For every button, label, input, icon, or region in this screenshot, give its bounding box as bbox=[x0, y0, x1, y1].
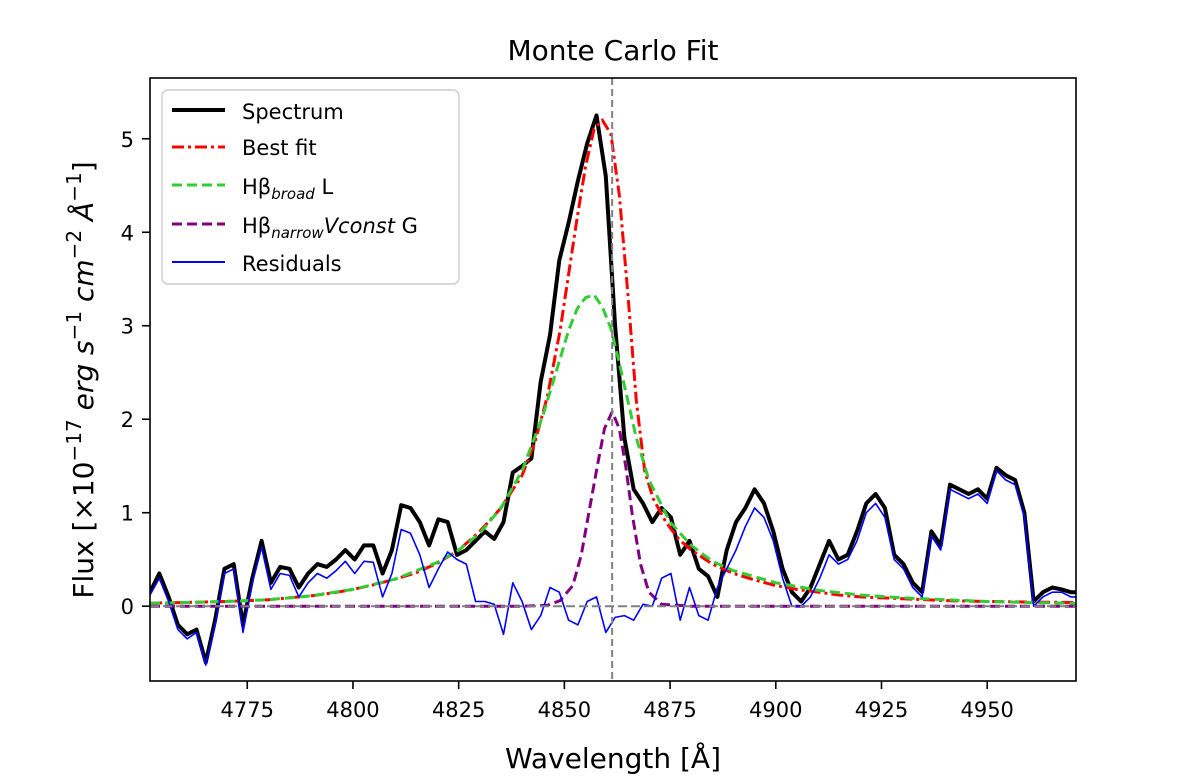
legend-narrow-suffix: G bbox=[395, 214, 418, 238]
legend-narrow-name: Hβ bbox=[242, 214, 271, 238]
ylabel-exp: −17 bbox=[62, 419, 86, 461]
x-axis: 4775 4800 4825 4850 4875 4900 4925 4950 bbox=[221, 681, 1014, 722]
legend-narrow-italic: Vconst bbox=[324, 214, 396, 238]
x-tick-label: 4850 bbox=[538, 698, 591, 722]
y-axis: 0 1 2 3 4 5 bbox=[121, 128, 150, 619]
x-axis-label: Wavelength [Å] bbox=[505, 741, 721, 775]
ylabel-prefix: Flux [×10 bbox=[67, 462, 100, 599]
y-tick-label: 0 bbox=[121, 595, 134, 619]
y-tick-label: 3 bbox=[121, 315, 134, 339]
series-residuals-line bbox=[150, 469, 1076, 666]
ylabel-angstrom: Å bbox=[66, 202, 100, 223]
legend-label-broad: Hβbroad L bbox=[242, 175, 333, 203]
ylabel-close: ] bbox=[67, 161, 100, 172]
legend-label-spectrum: Spectrum bbox=[242, 100, 344, 124]
legend-broad-name: Hβ bbox=[242, 175, 271, 199]
y-axis-label: Flux [×10−17 erg s−1 cm−2 Å−1] bbox=[62, 161, 100, 598]
y-tick-label: 2 bbox=[121, 408, 134, 432]
x-tick-label: 4800 bbox=[326, 698, 379, 722]
legend-broad-sub: broad bbox=[271, 185, 315, 203]
ylabel-cm: cm bbox=[67, 259, 100, 302]
x-tick-label: 4825 bbox=[432, 698, 485, 722]
plot-frame bbox=[149, 77, 1077, 682]
x-tick-label: 4900 bbox=[749, 698, 802, 722]
legend: Spectrum Best fit Hβbroad L HβnarrowVcon… bbox=[161, 89, 460, 285]
plot-area bbox=[150, 78, 1076, 681]
series-best-fit-line bbox=[150, 118, 1076, 605]
legend-label-best-fit: Best fit bbox=[242, 136, 317, 160]
legend-label-residuals: Residuals bbox=[242, 252, 342, 276]
y-tick-label: 5 bbox=[121, 128, 134, 152]
legend-broad-suffix: L bbox=[315, 175, 334, 199]
x-tick-label: 4775 bbox=[221, 698, 274, 722]
ylabel-s: s bbox=[67, 340, 100, 355]
x-tick-label: 4875 bbox=[643, 698, 696, 722]
ylabel-cm-exp: −2 bbox=[62, 230, 86, 259]
ylabel-angstrom-exp: −1 bbox=[62, 172, 86, 201]
ylabel-erg: erg bbox=[67, 364, 100, 411]
series-broad-line bbox=[150, 293, 1076, 605]
x-tick-label: 4950 bbox=[960, 698, 1013, 722]
series-narrow-line bbox=[150, 410, 1076, 608]
chart-title: Monte Carlo Fit bbox=[508, 34, 719, 67]
ylabel-s-exp: −1 bbox=[62, 311, 86, 340]
legend-label-narrow: HβnarrowVconst G bbox=[242, 214, 418, 242]
x-tick-label: 4925 bbox=[855, 698, 908, 722]
legend-narrow-sub: narrow bbox=[271, 224, 324, 242]
y-tick-label: 1 bbox=[121, 502, 134, 526]
y-tick-label: 4 bbox=[121, 221, 134, 245]
legend-box bbox=[161, 89, 460, 285]
